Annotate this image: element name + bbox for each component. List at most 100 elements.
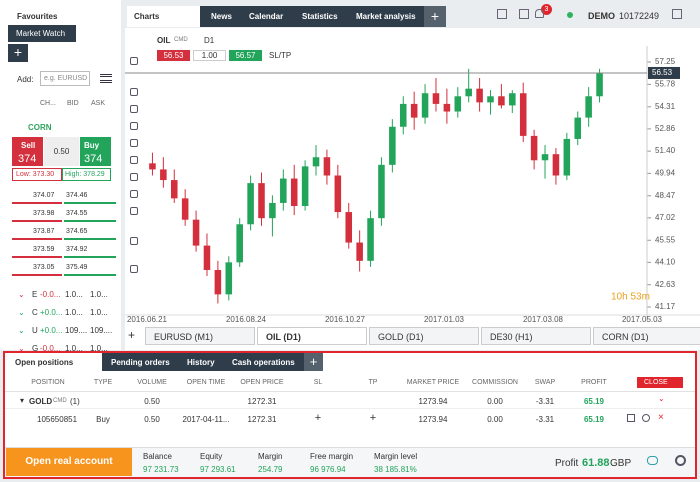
tool-icon[interactable] [130, 265, 138, 273]
group-close[interactable]: ⌄ [658, 394, 665, 403]
x-tick-label: 2017.05.03 [622, 315, 663, 324]
row-symbol[interactable]: E [32, 290, 38, 299]
tool-icon[interactable] [130, 57, 138, 65]
icon[interactable] [672, 9, 682, 19]
sell-button[interactable] [12, 137, 43, 166]
positions-tab[interactable]: Open positions [5, 353, 102, 371]
add-positions-tab[interactable]: + [304, 353, 323, 371]
tool-icon[interactable] [130, 156, 138, 164]
positions-tab[interactable]: Pending orders [111, 358, 170, 367]
tool-icon[interactable] [130, 88, 138, 96]
candle-body [192, 219, 200, 246]
search-input[interactable]: e.g. EURUSD [40, 71, 90, 86]
y-tick-label: 44.10 [655, 257, 676, 266]
candle-body [563, 138, 571, 176]
positions-tab[interactable]: History [187, 358, 215, 367]
row-symbol[interactable]: U [32, 326, 38, 335]
group-open-price: 1272.31 [247, 397, 277, 406]
row-symbol[interactable]: C [32, 308, 38, 317]
tab[interactable]: Market analysis [356, 12, 416, 21]
row-arrow[interactable]: ⌄ [18, 344, 25, 353]
position-close[interactable]: × [658, 412, 664, 423]
position-profit: 65.19 [583, 415, 605, 424]
row-arrow[interactable]: ⌄ [18, 290, 25, 299]
open-real-account[interactable]: Open real account [6, 448, 132, 476]
toolbar-buy[interactable]: 56.57 [229, 50, 262, 61]
icon[interactable] [497, 9, 507, 19]
chart-tab[interactable]: DE30 (H1) [481, 327, 591, 345]
candle-body [519, 93, 527, 136]
position-action[interactable] [627, 414, 635, 422]
row-bid: 1.0... [65, 308, 83, 317]
close-all[interactable]: CLOSE [637, 377, 683, 388]
interval[interactable]: D1 [204, 36, 215, 45]
tab[interactable]: Statistics [302, 12, 338, 21]
tool-icon[interactable] [130, 122, 138, 130]
sl-tp[interactable]: SL/TP [269, 51, 292, 60]
sell-price[interactable]: 374 [18, 153, 37, 165]
grid-icon[interactable] [100, 74, 112, 83]
row-arrow[interactable]: ⌄ [18, 326, 25, 335]
candle-body [378, 164, 385, 219]
position-id[interactable]: 105650851 [37, 415, 78, 424]
tab[interactable]: News [211, 12, 232, 21]
column-header: TYPE [93, 379, 113, 386]
row-arrow[interactable]: ⌄ [18, 308, 25, 317]
y-tick-label: 48.47 [655, 191, 676, 200]
position-action[interactable] [642, 414, 650, 422]
candle-body [389, 126, 396, 165]
row-bid: 109.... [65, 326, 88, 335]
icon[interactable] [519, 9, 529, 19]
tool-icon[interactable] [130, 237, 138, 245]
add-button[interactable]: + [8, 44, 28, 62]
profit-value: 61.88 [582, 457, 610, 469]
symbol[interactable]: OIL [157, 36, 171, 45]
buy-label[interactable]: Buy [84, 141, 100, 150]
position-tp[interactable]: + [369, 412, 377, 424]
settings-icon[interactable] [675, 455, 686, 466]
tool-icon[interactable] [130, 207, 138, 215]
account-number[interactable]: 10172249 [619, 11, 660, 21]
candle-body [247, 183, 254, 225]
chart-tab[interactable]: OIL (D1) [257, 327, 367, 345]
column-header: TP [368, 379, 378, 386]
candle-body [356, 242, 363, 261]
tool-icon[interactable] [130, 173, 138, 181]
candle-body [290, 178, 298, 206]
row-change: +0.0... [40, 326, 63, 335]
bid-bar [12, 256, 62, 258]
tool-icon[interactable] [130, 190, 138, 198]
position-sl[interactable]: + [314, 412, 322, 424]
chart-tab[interactable]: GOLD (D1) [369, 327, 479, 345]
notification-badge: 3 [541, 4, 552, 15]
tab[interactable]: Charts [127, 6, 200, 27]
chart-tab[interactable]: EURUSD (M1) [145, 327, 255, 345]
add-label: Add: [17, 75, 34, 84]
add-tab[interactable]: + [424, 6, 446, 27]
tool-icon[interactable] [130, 105, 138, 113]
bell-icon[interactable] [535, 9, 544, 18]
y-tick-label: 41.17 [655, 302, 676, 311]
candle-body [443, 103, 451, 112]
buy-price[interactable]: 374 [84, 153, 103, 165]
toolbar-volume[interactable]: 1.00 [193, 50, 226, 61]
toolbar-sell[interactable]: 56.53 [157, 50, 190, 61]
add-chart[interactable]: + [128, 328, 136, 342]
instrument-name[interactable]: CORN [28, 123, 52, 132]
chart-tab[interactable]: CORN (D1) [593, 327, 700, 345]
x-tick-label: 2017.01.03 [424, 315, 465, 324]
tab[interactable]: Calendar [249, 12, 284, 21]
tool-icon[interactable] [130, 139, 138, 147]
row-symbol[interactable]: G [32, 344, 39, 353]
buy-button[interactable] [80, 137, 111, 166]
group-symbol[interactable]: GOLD [29, 397, 53, 406]
account-type[interactable]: DEMO [588, 11, 615, 21]
favourites-tab[interactable]: Favourites [5, 6, 79, 26]
positions-tab[interactable]: Cash operations [232, 358, 295, 367]
ask-depth: 374.65 [66, 228, 88, 235]
status-dot [567, 12, 573, 18]
group-count: (1) [70, 397, 80, 406]
expand-arrow[interactable]: ▾ [20, 396, 25, 405]
chat-icon[interactable] [647, 456, 658, 465]
sell-label[interactable]: Sell [21, 141, 36, 150]
